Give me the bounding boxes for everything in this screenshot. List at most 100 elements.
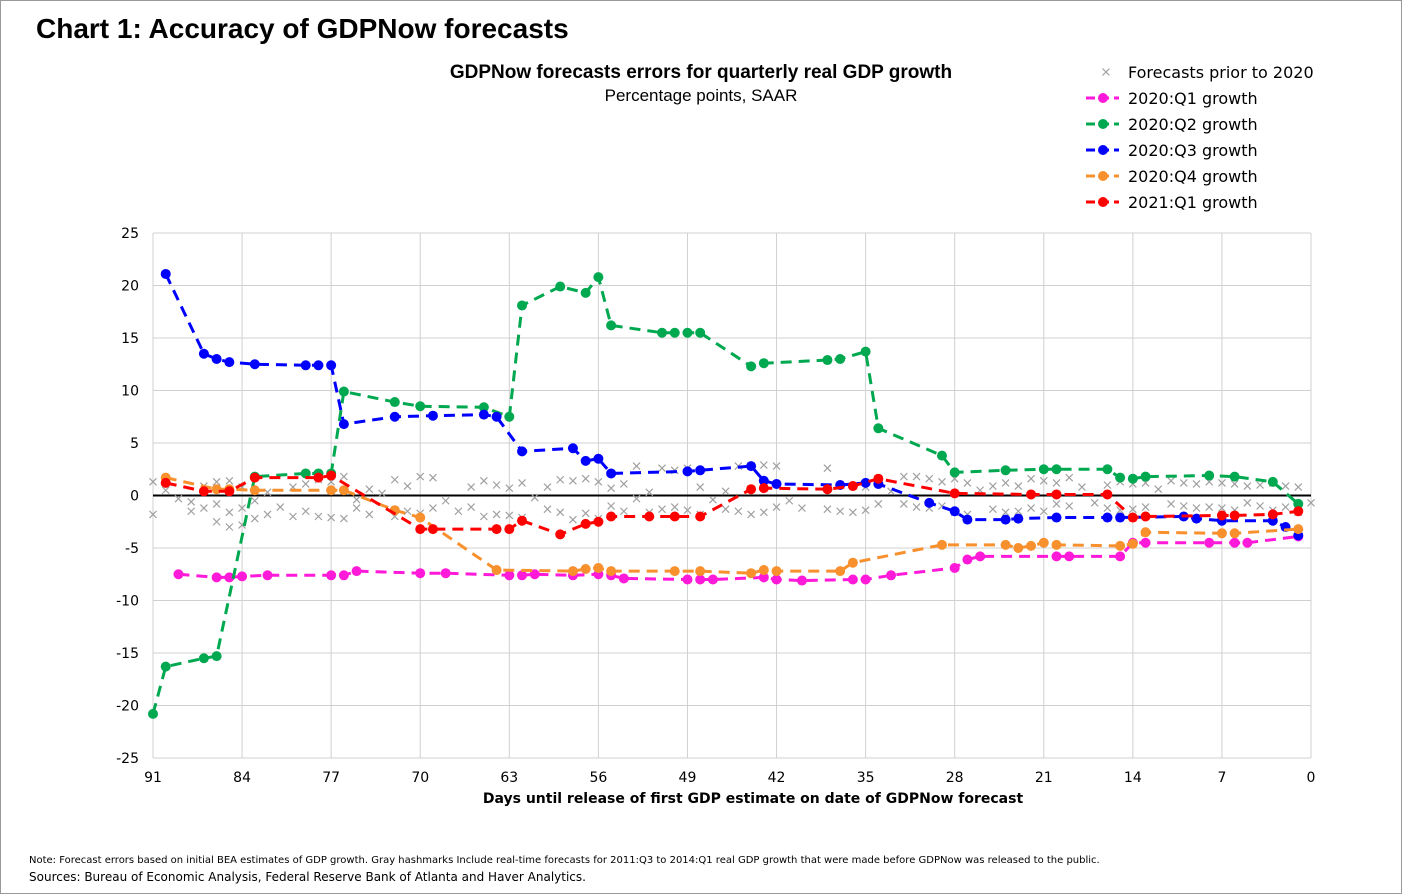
series-point [1242, 537, 1253, 548]
series-point [148, 708, 158, 719]
gray-forecast-mark [594, 477, 603, 486]
series-point [1191, 513, 1202, 524]
gray-forecast-mark [199, 504, 208, 513]
series-point [1140, 511, 1151, 522]
series-point [707, 574, 718, 585]
series-point [517, 570, 528, 581]
series-point [326, 485, 337, 496]
series-point [427, 410, 438, 421]
series-point [936, 450, 947, 461]
series-point [1051, 551, 1062, 562]
gray-forecast-mark [1192, 480, 1201, 488]
series-point [338, 386, 349, 397]
series-point [835, 354, 846, 364]
series-point [1051, 464, 1062, 475]
series-point [1051, 539, 1062, 550]
y-tick-label: 25 [121, 226, 139, 242]
gray-forecast-mark [1027, 504, 1035, 513]
legend-label: 2020:Q3 growth [1128, 141, 1258, 160]
series-point [504, 524, 515, 535]
series-point [1229, 528, 1240, 539]
gray-forecast-mark [861, 506, 870, 515]
gray-forecast-mark [747, 510, 756, 519]
gray-forecast-mark [1167, 476, 1175, 485]
series-point [211, 651, 222, 662]
gray-forecast-mark [149, 477, 157, 486]
gray-forecast-mark [848, 508, 857, 517]
gray-forecast-mark [1167, 499, 1175, 508]
series-point [160, 661, 171, 672]
gray-forecast-mark [569, 476, 577, 485]
series-point [695, 465, 706, 476]
gray-forecast-mark [938, 477, 946, 486]
series-point [758, 358, 769, 369]
x-tick-label: 56 [589, 770, 607, 786]
gray-forecast-mark [187, 507, 196, 516]
gray-forecast-mark [607, 502, 616, 510]
series-point [860, 346, 871, 357]
series-point [555, 281, 566, 292]
gray-forecast-mark [212, 517, 221, 526]
gray-forecast-mark [174, 494, 183, 503]
gray-forecast-mark [301, 507, 310, 516]
series-point [313, 472, 324, 483]
gray-forecast-mark [683, 506, 692, 515]
gray-forecast-mark [1307, 498, 1315, 507]
gray-forecast-mark [632, 462, 641, 471]
series-point [975, 551, 986, 562]
series-point [300, 360, 311, 371]
series-point [415, 512, 426, 523]
gray-forecast-mark [1039, 507, 1048, 516]
gray-forecast-mark [912, 472, 921, 481]
series-point [478, 402, 489, 413]
gray-forecast-mark [543, 483, 552, 492]
series-point [657, 327, 668, 338]
series-point [326, 570, 337, 581]
series-point [593, 562, 604, 573]
gray-forecast-mark [1090, 498, 1099, 507]
gray-forecast-mark [1128, 505, 1137, 514]
series-point [198, 653, 209, 664]
y-tick-label: 0 [130, 489, 139, 505]
series-point [504, 570, 515, 581]
x-tick-label: 63 [500, 770, 518, 786]
gray-forecast-mark [1179, 502, 1188, 510]
gray-forecast-mark [263, 510, 272, 519]
series-point [198, 348, 209, 359]
gray-forecast-mark [403, 482, 412, 490]
series-point [1293, 498, 1304, 509]
series-point [211, 572, 222, 583]
series-point [606, 566, 617, 577]
legend-label: Forecasts prior to 2020 [1128, 63, 1314, 82]
gray-forecast-mark [619, 480, 628, 488]
series-point [835, 566, 846, 577]
series-point [1127, 512, 1138, 523]
series-point [567, 443, 578, 454]
gray-forecast-mark [772, 503, 781, 511]
x-tick-label: 49 [679, 770, 697, 786]
x-tick-label: 77 [322, 770, 340, 786]
gray-forecast-mark [1014, 507, 1023, 516]
series-point [517, 446, 528, 457]
series-point [1038, 464, 1049, 475]
series-point [567, 566, 578, 577]
gray-forecast-mark [670, 503, 679, 511]
gray-forecast-mark [250, 496, 259, 505]
series-point [962, 554, 973, 565]
series-point [847, 557, 858, 568]
gray-forecast-mark [314, 512, 323, 521]
gray-forecast-mark [645, 488, 654, 497]
series-point [1115, 512, 1126, 523]
series-point [1216, 528, 1227, 539]
series-point [1204, 470, 1215, 481]
gray-forecast-mark [1256, 481, 1265, 489]
series-point [758, 565, 769, 576]
x-tick-label: 91 [144, 770, 162, 786]
gray-forecast-mark [836, 507, 845, 516]
series-point [517, 300, 528, 311]
gray-forecast-mark [238, 504, 247, 513]
series-point [173, 569, 184, 580]
y-tick-label: -5 [125, 541, 139, 557]
